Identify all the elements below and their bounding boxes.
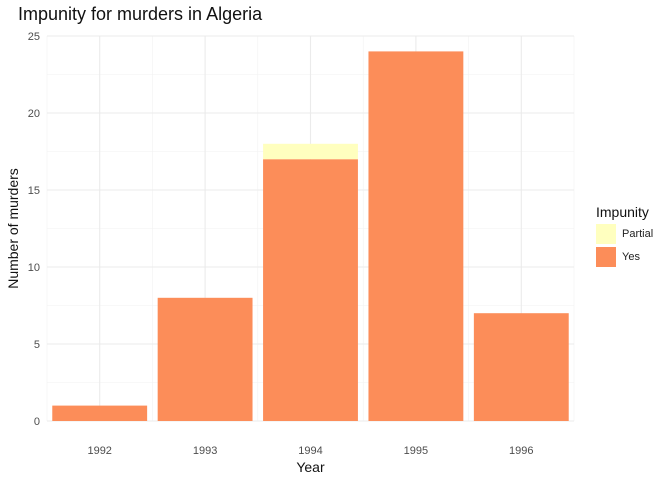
y-tick-label: 5 [34, 339, 40, 351]
legend-item-partial: Partial [596, 224, 653, 244]
x-tick-label: 1995 [404, 445, 428, 457]
legend-item-yes: Yes [596, 247, 640, 267]
x-tick-label: 1994 [298, 445, 322, 457]
y-tick-label: 10 [28, 262, 40, 274]
legend-title: Impunity [596, 204, 649, 220]
x-tick-label: 1992 [87, 445, 111, 457]
bar-yes-1993 [157, 297, 253, 421]
y-tick-label: 15 [28, 185, 40, 197]
chart-title: Impunity for murders in Algeria [18, 4, 263, 24]
legend-swatch-yes [596, 247, 616, 267]
legend-label-partial: Partial [622, 228, 654, 240]
y-tick-label: 20 [28, 108, 40, 120]
bar-partial-1994 [263, 143, 358, 160]
legend-swatch-partial [596, 224, 616, 244]
legend-label-yes: Yes [622, 251, 640, 263]
bar-yes-1992 [52, 405, 148, 421]
bar-yes-1994 [263, 159, 358, 421]
bar-yes-1996 [473, 313, 569, 421]
y-tick-label: 25 [28, 31, 40, 43]
y-axis-title: Number of murders [5, 168, 21, 289]
x-tick-label: 1993 [193, 445, 217, 457]
bar-yes-1995 [368, 51, 464, 422]
x-axis-title: Year [296, 459, 325, 475]
x-tick-label: 1996 [509, 445, 533, 457]
y-tick-label: 0 [34, 416, 40, 428]
